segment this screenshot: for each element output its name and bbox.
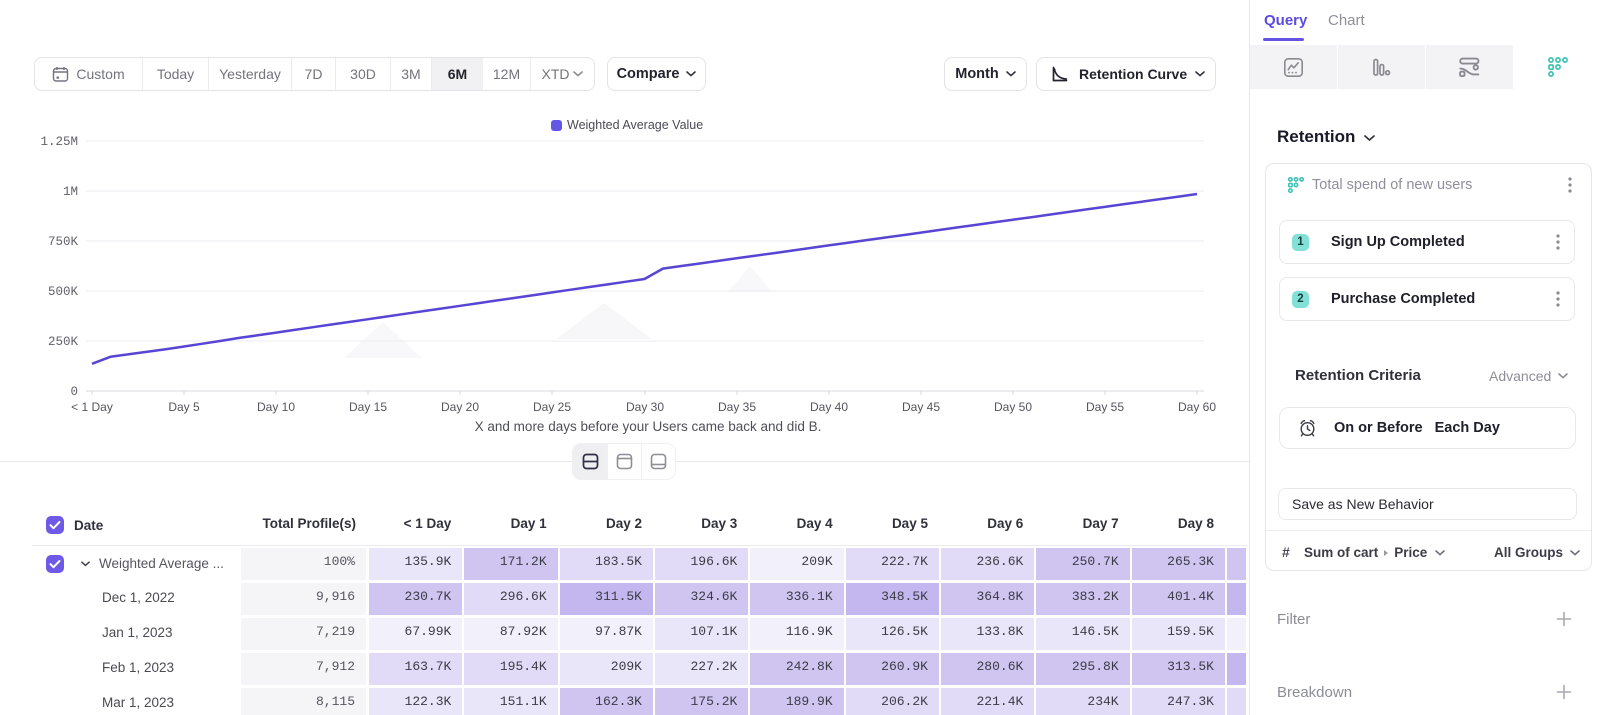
svg-text:Day 35: Day 35: [718, 400, 756, 414]
svg-text:Day 10: Day 10: [257, 400, 295, 414]
svg-text:750K: 750K: [48, 235, 79, 249]
svg-text:0: 0: [70, 385, 78, 399]
svg-text:Day 25: Day 25: [533, 400, 571, 414]
svg-text:Day 5: Day 5: [168, 400, 200, 414]
svg-text:500K: 500K: [48, 285, 79, 299]
svg-text:Day 55: Day 55: [1086, 400, 1124, 414]
svg-text:250K: 250K: [48, 335, 79, 349]
svg-text:Day 60: Day 60: [1178, 400, 1216, 414]
svg-text:Day 40: Day 40: [810, 400, 848, 414]
svg-text:Day 45: Day 45: [902, 400, 940, 414]
svg-text:Day 30: Day 30: [626, 400, 664, 414]
svg-text:1M: 1M: [63, 185, 78, 199]
svg-text:< 1 Day: < 1 Day: [71, 400, 113, 414]
svg-text:1.25M: 1.25M: [40, 135, 78, 149]
svg-text:Day 20: Day 20: [441, 400, 479, 414]
svg-text:Day 15: Day 15: [349, 400, 387, 414]
svg-text:Day 50: Day 50: [994, 400, 1032, 414]
